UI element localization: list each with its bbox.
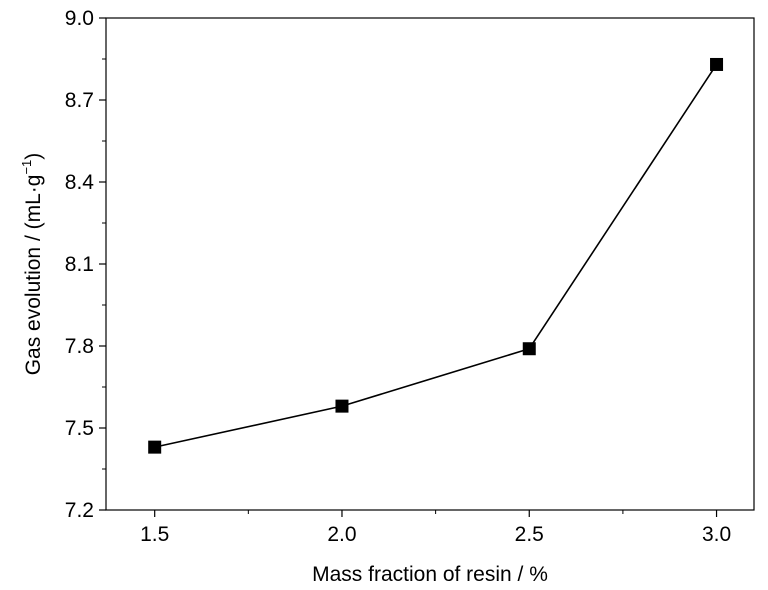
y-tick-label: 8.7 bbox=[65, 89, 94, 112]
series-line bbox=[154, 64, 718, 448]
data-markers bbox=[148, 57, 724, 454]
x-tick-label: 2.0 bbox=[327, 523, 356, 546]
x-tick-label: 3.0 bbox=[702, 523, 731, 546]
y-tick-label: 7.5 bbox=[65, 417, 94, 440]
data-point bbox=[522, 342, 536, 356]
y-axis-title-base: Gas evolution / (mL·g bbox=[22, 175, 45, 376]
y-tick-label: 8.1 bbox=[65, 253, 94, 276]
y-axis-title-superscript: −1 bbox=[19, 160, 34, 175]
data-point bbox=[335, 399, 349, 413]
x-tick-label: 1.5 bbox=[140, 523, 169, 546]
y-tick-label: 7.2 bbox=[65, 499, 94, 522]
data-point bbox=[710, 57, 724, 71]
axis-ticks bbox=[99, 17, 718, 517]
x-axis-title: Mass fraction of resin / % bbox=[312, 563, 548, 586]
y-axis-title: Gas evolution / (mL·g−1) bbox=[19, 153, 45, 376]
data-point bbox=[148, 440, 162, 454]
x-tick-label: 2.5 bbox=[515, 523, 544, 546]
y-tick-label: 7.8 bbox=[65, 335, 94, 358]
y-tick-label: 9.0 bbox=[65, 7, 94, 30]
y-tick-label: 8.4 bbox=[65, 171, 95, 194]
tick-labels: 1.5 2.0 2.5 3.0 7.2 7.5 7.8 8.1 8.4 8.7 9.0 bbox=[65, 7, 731, 546]
y-axis-title-close: ) bbox=[22, 153, 45, 160]
